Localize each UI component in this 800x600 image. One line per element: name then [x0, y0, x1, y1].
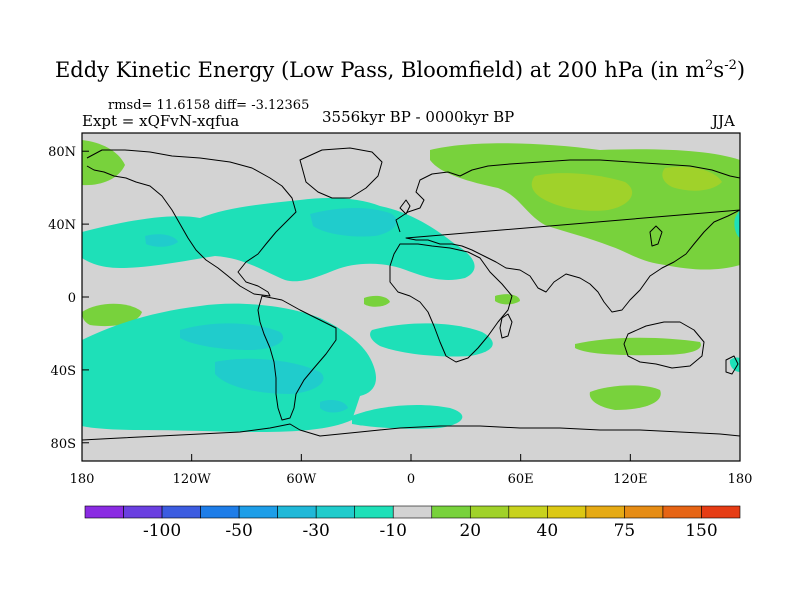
season-label: JJA [712, 112, 735, 130]
colorbar-label: 40 [537, 521, 559, 541]
colorbar-swatch [200, 505, 240, 519]
y-tick-label: 40N [48, 218, 76, 233]
coastlines [82, 147, 740, 441]
rmsd-diff-stats: rmsd= 11.6158 diff= -3.12365 [108, 98, 310, 113]
colorbar-swatch [277, 505, 317, 519]
south-america-coast [257, 295, 337, 421]
field-region [370, 323, 493, 357]
australia-coast [623, 321, 705, 369]
y-tick-label: 40S [51, 364, 76, 379]
colorbar-swatch [315, 505, 356, 519]
new-zealand-coast [725, 355, 739, 375]
field-region [320, 400, 348, 413]
uk-coast [399, 199, 411, 215]
y-tick-label: 0 [68, 291, 76, 306]
colorbar-swatch [662, 505, 702, 519]
x-tick-label: 60E [508, 472, 534, 487]
field-region [575, 337, 701, 356]
colorbar-swatch [84, 505, 124, 519]
anomaly-field [82, 140, 740, 432]
colorbar-swatch [624, 505, 664, 519]
field-region [589, 385, 661, 410]
field-region [729, 357, 740, 372]
colorbar-swatch [392, 505, 433, 519]
colorbar-swatch [431, 505, 471, 519]
japan-coast [649, 225, 663, 247]
colorbar-swatch [547, 505, 587, 519]
field-region [531, 173, 633, 211]
antarctica-coast [82, 423, 740, 441]
field-region [662, 166, 722, 191]
period-label: 3556kyr BP - 0000kyr BP [322, 108, 515, 126]
colorbar-swatch [585, 505, 625, 519]
colorbar-label: 20 [459, 521, 481, 541]
field-region [215, 358, 324, 394]
field-region [310, 208, 397, 237]
colorbar-swatch [354, 505, 394, 519]
field-region [364, 295, 390, 307]
field-region [734, 210, 740, 238]
map-title: Eddy Kinetic Energy (Low Pass, Bloomfiel… [54, 58, 746, 82]
colorbar-swatch [161, 505, 201, 519]
x-tick-label: 180 [70, 472, 95, 487]
y-tick-label: 80N [48, 145, 76, 160]
colorbar-label: -50 [225, 521, 252, 541]
colorbar-label: -10 [380, 521, 407, 541]
colorbar-label: -30 [302, 521, 329, 541]
x-tick-label: 180 [728, 472, 753, 487]
x-tick-label: 120E [613, 472, 647, 487]
field-region [82, 140, 125, 186]
colorbar-swatch [469, 505, 510, 519]
field-region [145, 234, 178, 247]
experiment-label: Expt = xQFvN-xqfua [82, 112, 240, 130]
colorbar-swatch [508, 505, 548, 519]
colorbar-swatch [238, 505, 278, 519]
x-tick-label: 0 [407, 472, 415, 487]
greenland-coast [299, 147, 383, 199]
x-tick-label: 60W [286, 472, 317, 487]
field-region [352, 404, 463, 429]
field-region [180, 323, 284, 350]
madagascar-coast [499, 313, 513, 339]
colorbar-swatch [123, 505, 163, 519]
africa-coast [389, 243, 513, 363]
colorbar-swatch [701, 505, 741, 519]
colorbar-label: 150 [685, 521, 717, 541]
colorbar: -100 -50 -30 -10 20 40 75 150 [84, 505, 741, 541]
field-region [82, 303, 142, 327]
x-tick-label: 120W [173, 472, 212, 487]
field-region [495, 294, 520, 305]
europe-asia-coast [395, 159, 740, 313]
colorbar-label: 75 [614, 521, 636, 541]
north-america-coast [86, 149, 297, 297]
colorbar-label: -100 [143, 521, 181, 541]
y-tick-label: 80S [51, 437, 76, 452]
axis-ticks: 80N 40N 0 40S 80S 180 120W 60W 0 60E 120E 180 [48, 145, 752, 487]
